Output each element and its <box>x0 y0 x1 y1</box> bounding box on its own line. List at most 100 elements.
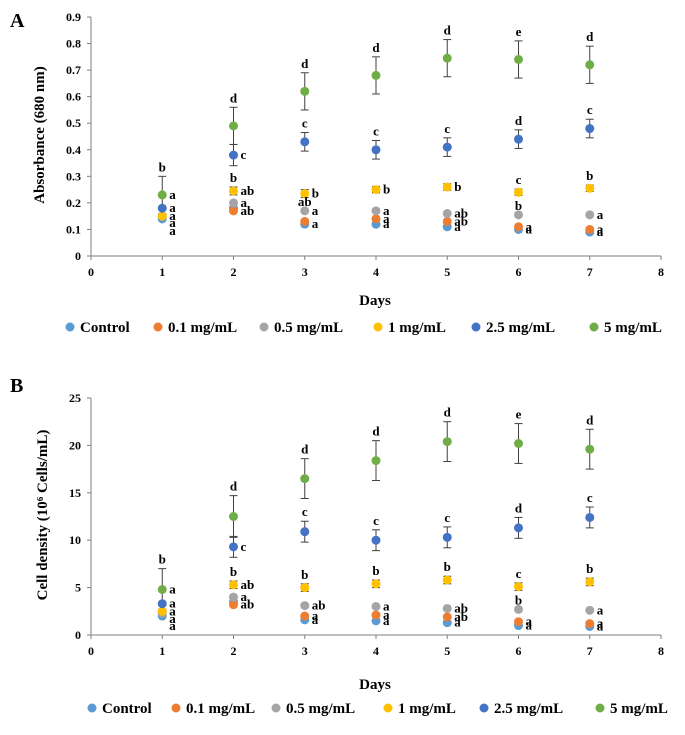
panel-a-label: A <box>10 10 25 32</box>
panel-a-legend-label: Control <box>80 320 130 336</box>
panel-b-significance-letter: b <box>301 567 308 582</box>
panel-b-point-0-1-mg-ml-day4 <box>371 610 381 620</box>
panel-b-y-tick-label: 15 <box>69 486 81 500</box>
panel-a-point-5-mg-ml-day4 <box>371 70 381 80</box>
panel-b-x-tick-label: 3 <box>302 644 308 658</box>
panel-b-point-2-5-mg-ml-day7 <box>585 512 595 522</box>
panel-a-point-1-mg-ml-day6 <box>514 187 523 197</box>
panel-a-significance-letter: d <box>301 56 309 71</box>
panel-a-point-2-5-mg-ml-day3 <box>300 137 310 147</box>
panel-b-significance-letter: b <box>444 559 451 574</box>
panel-a-point-0-5-mg-ml-day2 <box>229 198 238 208</box>
panel-b-significance-letter: a <box>169 611 176 626</box>
panel-b-y-axis-title: Cell density (10⁶ Cells/mL) <box>35 430 51 601</box>
panel-a-significance-letter: b <box>312 186 319 201</box>
panel-b-x-axis-title: Days <box>359 677 391 693</box>
panel-a-significance-letter: a <box>312 216 319 231</box>
panel-a-significance-letter: a <box>526 219 533 234</box>
panel-a-significance-letter: a <box>597 221 604 236</box>
panel-a-significance-letter: ab <box>454 213 468 228</box>
panel-b-significance-letter: d <box>586 412 594 427</box>
panel-b-significance-letter: a <box>383 607 390 622</box>
panel-a-legend-item: 2.5 mg/mL <box>471 320 555 336</box>
panel-a-point-0-1-mg-ml-day6 <box>514 222 523 232</box>
panel-a-point-0-5-mg-ml-day6 <box>514 210 523 220</box>
panel-b-significance-letter: d <box>230 479 238 494</box>
panel-b-significance-letter: a <box>597 618 604 633</box>
panel-a-significance-letter: d <box>515 113 523 128</box>
panel-b-point-0-1-mg-ml-day3 <box>300 611 310 621</box>
panel-b-significance-letter: ab <box>454 600 468 615</box>
panel-b-point-1-mg-ml-day2 <box>229 580 238 590</box>
panel-b-significance-letter: b <box>515 592 522 607</box>
panel-a-significance-letter: b <box>515 198 522 213</box>
panel-a-significance-letter: b <box>383 182 390 197</box>
panel-b-point-1-mg-ml-day4 <box>371 579 381 589</box>
panel-a-significance-letter: b <box>159 159 166 174</box>
panel-a-y-axis-title: Absorbance (680 nm) <box>32 66 48 204</box>
panel-b-y-tick-label: 25 <box>69 391 81 405</box>
panel-a-significance-letter: ab <box>298 194 312 209</box>
panel-a-significance-letter: a <box>169 200 176 215</box>
panel-b: B Days Cell density (10⁶ Cells/mL) 05101… <box>10 375 668 717</box>
panel-b-point-5-mg-ml-day1 <box>157 584 167 594</box>
panel-b-point-2-5-mg-ml-day3 <box>300 527 310 537</box>
panel-a-significance-letter: c <box>444 121 450 136</box>
panel-b-legend-label: 0.5 mg/mL <box>286 701 355 717</box>
panel-b-point-0-1-mg-ml-day5 <box>442 612 452 622</box>
panel-a-point-5-mg-ml-day7 <box>585 60 595 70</box>
panel-b-significance-letter: a <box>454 615 461 630</box>
panel-b-legend-marker <box>383 703 393 713</box>
panel-a-point-2-5-mg-ml-day6 <box>514 134 523 144</box>
panel-b-significance-letter: d <box>444 405 452 420</box>
panel-a-legend-item: 5 mg/mL <box>589 320 662 336</box>
panel-b-legend-label: 1 mg/mL <box>398 701 456 717</box>
panel-a-significance-letter: e <box>516 24 522 39</box>
panel-b-y-tick-label: 20 <box>69 438 81 452</box>
panel-b-significance-letter: c <box>373 513 379 528</box>
panel-b-legend-item: Control <box>87 701 152 717</box>
panel-a-point-2-5-mg-ml-day1 <box>157 203 167 213</box>
panel-b-significance-letter: a <box>597 616 604 631</box>
panel-a-significance-letter: d <box>586 29 594 44</box>
panel-a-legend-marker <box>65 322 75 332</box>
panel-b-point-0-5-mg-ml-day2 <box>229 592 238 602</box>
panel-a-y-tick-label: 0.5 <box>66 116 81 130</box>
panel-b-point-0-1-mg-ml-day6 <box>514 617 523 627</box>
panel-a-point-0-1-mg-ml-day5 <box>442 216 452 226</box>
panel-a-point-5-mg-ml-day1 <box>157 190 167 200</box>
panel-b-x-tick-label: 2 <box>231 644 237 658</box>
panel-a-point-0-5-mg-ml-day4 <box>371 206 381 216</box>
panel-b-legend-marker <box>171 703 181 713</box>
panel-b-point-0-5-mg-ml-day3 <box>300 601 310 611</box>
panel-a-significance-letter: a <box>169 208 176 223</box>
panel-b-significance-letter: d <box>301 442 309 457</box>
panel-b-legend-marker <box>479 703 489 713</box>
panel-b-point-0-5-mg-ml-day7 <box>585 605 595 615</box>
panel-a-legend-item: Control <box>65 320 130 336</box>
panel-b-significance-letter: a <box>169 581 176 596</box>
panel-b-point-1-mg-ml-day6 <box>514 582 523 592</box>
panel-a-y-tick-label: 0.4 <box>66 143 81 157</box>
panel-b-significance-letter: ab <box>454 609 468 624</box>
panel-a-significance-letter: a <box>454 219 461 234</box>
panel-b-point-5-mg-ml-day7 <box>585 444 595 454</box>
panel-b-legend-item: 5 mg/mL <box>595 701 668 717</box>
panel-a-x-axis-title: Days <box>359 293 391 309</box>
panel-b-point-0-1-mg-ml-day7 <box>585 619 595 629</box>
panel-b-significance-letter: d <box>515 500 523 515</box>
panel-a-point-2-5-mg-ml-day5 <box>442 142 452 152</box>
panel-a-y-tick-label: 0.1 <box>66 222 81 236</box>
panel-b-x-tick-label: 1 <box>159 644 165 658</box>
panel-a-point-5-mg-ml-day6 <box>514 54 523 64</box>
panel-a-significance-letter: a <box>241 195 248 210</box>
panel-b-point-1-mg-ml-day7 <box>585 577 595 587</box>
panel-b-label: B <box>10 375 23 397</box>
panel-b-significance-letter: a <box>169 618 176 633</box>
panel-b-significance-letter: a <box>241 589 248 604</box>
panel-b-x-tick-label: 5 <box>444 644 450 658</box>
panel-b-point-1-mg-ml-day5 <box>442 575 452 585</box>
panel-b-significance-letter: a <box>312 612 319 627</box>
